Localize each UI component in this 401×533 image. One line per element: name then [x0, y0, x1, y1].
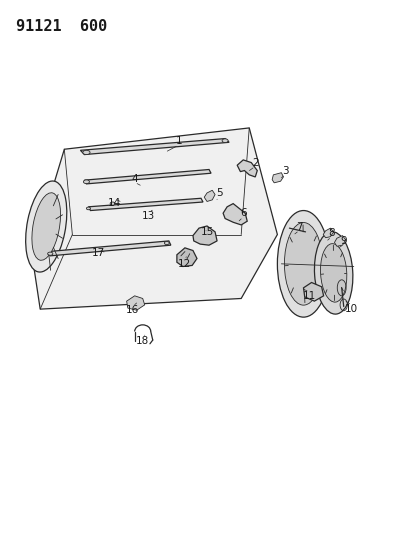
Ellipse shape	[86, 207, 90, 209]
Polygon shape	[48, 241, 170, 256]
Text: 5: 5	[215, 189, 222, 198]
Text: 7: 7	[296, 222, 302, 231]
Ellipse shape	[222, 139, 228, 142]
Ellipse shape	[32, 193, 61, 260]
Ellipse shape	[284, 223, 322, 305]
Polygon shape	[80, 139, 229, 155]
Ellipse shape	[314, 232, 352, 314]
Text: 18: 18	[136, 336, 149, 346]
Text: 13: 13	[142, 211, 155, 221]
Polygon shape	[271, 173, 283, 183]
Text: 6: 6	[239, 208, 246, 218]
Text: 12: 12	[178, 259, 191, 269]
Polygon shape	[237, 160, 257, 177]
Text: 8: 8	[328, 228, 334, 238]
Ellipse shape	[83, 180, 89, 183]
Ellipse shape	[83, 150, 90, 155]
Polygon shape	[334, 236, 345, 246]
Polygon shape	[322, 228, 333, 238]
Polygon shape	[204, 190, 215, 201]
Ellipse shape	[26, 181, 67, 272]
Ellipse shape	[48, 252, 53, 255]
Ellipse shape	[277, 211, 329, 317]
Text: 14: 14	[108, 198, 121, 207]
Text: 2: 2	[251, 158, 258, 167]
Text: 10: 10	[344, 304, 357, 314]
Text: 1: 1	[175, 136, 182, 146]
Text: 11: 11	[302, 291, 315, 301]
Polygon shape	[84, 169, 211, 184]
Polygon shape	[32, 128, 277, 309]
Text: 3: 3	[282, 166, 288, 175]
Text: 9: 9	[340, 236, 346, 246]
Polygon shape	[88, 198, 203, 211]
Text: 17: 17	[92, 248, 105, 258]
Polygon shape	[223, 204, 247, 225]
Polygon shape	[303, 282, 323, 301]
Text: 16: 16	[126, 305, 139, 315]
Ellipse shape	[320, 244, 346, 302]
Ellipse shape	[110, 202, 115, 205]
Text: 4: 4	[131, 174, 138, 183]
Polygon shape	[176, 248, 196, 266]
Text: 15: 15	[200, 227, 213, 237]
Polygon shape	[126, 296, 144, 310]
Ellipse shape	[164, 241, 169, 245]
Text: 91121  600: 91121 600	[16, 19, 107, 34]
Polygon shape	[192, 226, 217, 245]
